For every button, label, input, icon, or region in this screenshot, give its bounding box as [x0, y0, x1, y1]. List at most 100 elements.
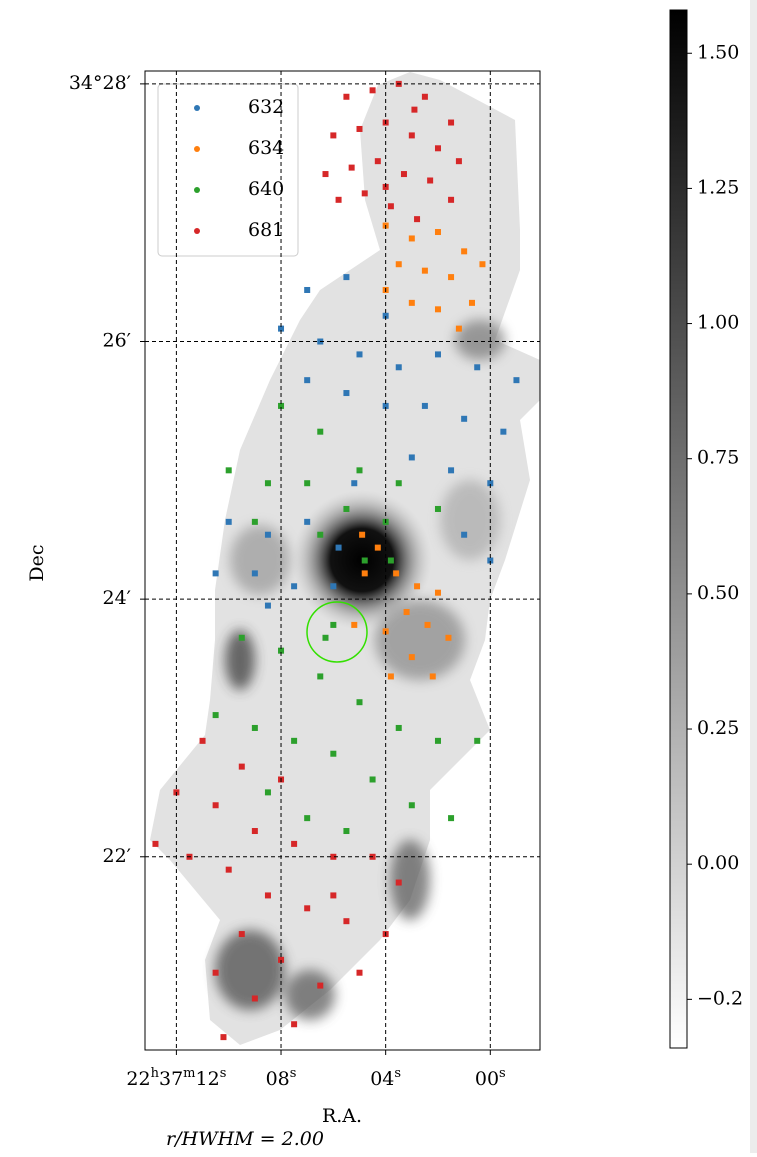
point [265, 480, 271, 486]
point [343, 506, 349, 512]
point [213, 802, 219, 808]
point [362, 190, 368, 196]
point [265, 789, 271, 795]
point [265, 892, 271, 898]
point [370, 87, 376, 93]
point [461, 532, 467, 538]
point [414, 583, 420, 589]
point [357, 970, 363, 976]
point [330, 892, 336, 898]
point [304, 377, 310, 383]
point [213, 570, 219, 576]
point [322, 635, 328, 641]
point [370, 776, 376, 782]
colorbar [670, 10, 687, 1048]
point [152, 841, 158, 847]
point [252, 995, 258, 1001]
point [362, 570, 368, 576]
point [213, 970, 219, 976]
point [456, 158, 462, 164]
point [200, 738, 206, 744]
x-tick-label: 04s [370, 1066, 401, 1091]
point [422, 403, 428, 409]
point [357, 699, 363, 705]
point [330, 132, 336, 138]
point [357, 351, 363, 357]
point [469, 300, 475, 306]
point [396, 880, 402, 886]
point [291, 1021, 297, 1027]
point [239, 931, 245, 937]
point [396, 480, 402, 486]
point [336, 545, 342, 551]
point [239, 635, 245, 641]
point [343, 828, 349, 834]
y-tick-label: 34°28′ [69, 72, 131, 94]
point [343, 274, 349, 280]
legend-label: 640 [248, 178, 284, 200]
point [330, 622, 336, 628]
point [375, 158, 381, 164]
colorbar-tick-label: 0.00 [697, 852, 739, 874]
point [226, 519, 232, 525]
point [362, 558, 368, 564]
legend-marker [194, 228, 200, 234]
point [435, 506, 441, 512]
chart: Dec R.A. r/HWHM = 2.00 22h37m12s08s04s00… [0, 0, 757, 1153]
point [427, 177, 433, 183]
x-tick-label: 22h37m12s [126, 1066, 226, 1091]
point [213, 712, 219, 718]
point [422, 268, 428, 274]
point [513, 377, 519, 383]
point [448, 467, 454, 473]
point [304, 480, 310, 486]
legend-marker [194, 187, 200, 193]
point [409, 802, 415, 808]
point [304, 815, 310, 821]
x-tick-label: 08s [266, 1066, 297, 1091]
y-tick-label: 26′ [103, 330, 132, 352]
legend-label: 681 [248, 219, 284, 241]
legend-marker [194, 146, 200, 152]
legend-label: 632 [248, 96, 284, 118]
point [322, 171, 328, 177]
point [396, 261, 402, 267]
point [409, 654, 415, 660]
point [226, 867, 232, 873]
point [435, 145, 441, 151]
point [265, 603, 271, 609]
point [304, 905, 310, 911]
point [252, 828, 258, 834]
colorbar-tick-label: 0.50 [697, 582, 739, 604]
point [351, 622, 357, 628]
point [425, 622, 431, 628]
point [304, 287, 310, 293]
point [435, 738, 441, 744]
point [396, 364, 402, 370]
point [435, 306, 441, 312]
point [291, 583, 297, 589]
point [411, 107, 417, 113]
point [456, 326, 462, 332]
point [409, 132, 415, 138]
point [409, 235, 415, 241]
colorbar-tick-label: −0.2 [697, 987, 743, 1009]
point [304, 519, 310, 525]
y-tick-label: 24′ [103, 587, 132, 609]
point [239, 764, 245, 770]
point [330, 583, 336, 589]
point [435, 351, 441, 357]
point [448, 815, 454, 821]
point [317, 532, 323, 538]
point [252, 519, 258, 525]
point [359, 532, 365, 538]
point [375, 545, 381, 551]
scroll-strip [750, 0, 757, 1153]
point [409, 300, 415, 306]
point [479, 261, 485, 267]
point [291, 841, 297, 847]
annotation: r/HWHM = 2.00 [166, 1128, 324, 1150]
point [422, 94, 428, 100]
point [388, 673, 394, 679]
point [343, 94, 349, 100]
